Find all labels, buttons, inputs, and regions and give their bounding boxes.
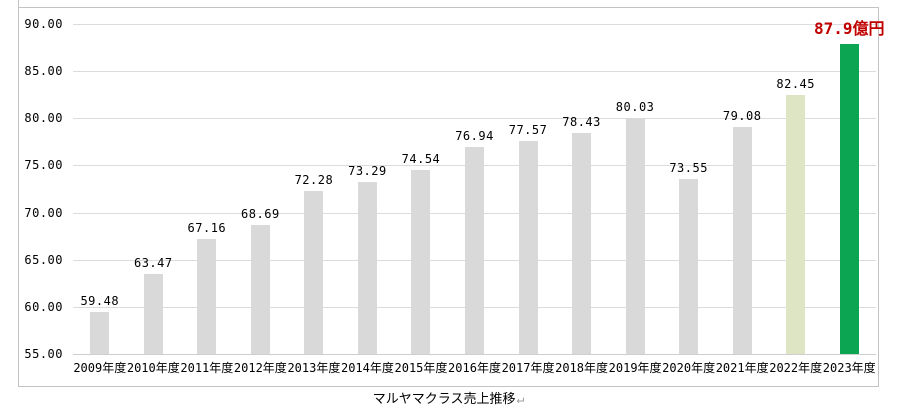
x-axis-tick-label: 2011年度	[180, 361, 234, 375]
x-axis-tick-label: 2009年度	[73, 361, 127, 375]
bar-value-label: 76.94	[455, 129, 494, 144]
y-gridline	[73, 118, 876, 120]
bar-value-label: 72.28	[294, 173, 334, 188]
bar-value-label: 82.45	[776, 77, 815, 92]
paragraph-return-mark: ↵	[516, 392, 525, 407]
x-axis-tick-label: 2021年度	[715, 361, 769, 375]
y-axis-tick-label: 85.00	[24, 64, 63, 79]
bar-value-label: 80.03	[615, 100, 655, 114]
bar-value-label: 73.55	[669, 161, 708, 176]
x-axis-tick-label: 2020年度	[662, 361, 716, 375]
bar-2016年度	[465, 147, 484, 354]
bar-value-label: 63.47	[133, 256, 173, 271]
y-axis-tick-label: 70.00	[24, 205, 63, 220]
highlight-value-label: 87.9億円	[813, 18, 885, 38]
chart-left-border-stub	[18, 0, 19, 8]
chart-caption: マルヤマクラス売上推移↵	[0, 391, 897, 408]
bar-2021年度	[732, 126, 752, 354]
bar-2012年度	[250, 224, 270, 354]
bar-value-label: 77.57	[508, 123, 548, 138]
bar-2022年度	[786, 95, 806, 354]
bar-value-label: 73.29	[348, 163, 387, 178]
bar-2017年度	[518, 141, 538, 354]
bar-value-label: 59.48	[80, 293, 120, 308]
y-gridline	[73, 24, 876, 25]
bar-value-label: 68.69	[241, 206, 280, 221]
bar-2019年度	[625, 118, 645, 354]
y-axis-tick-label: 80.00	[24, 111, 63, 126]
x-axis-tick-label: 2012年度	[233, 361, 287, 375]
x-axis-tick-label: 2017年度	[501, 361, 555, 375]
bar-2013年度	[304, 191, 324, 354]
x-axis-tick-label: 2015年度	[394, 361, 448, 375]
x-axis-line	[73, 354, 876, 355]
y-axis-tick-label: 55.00	[24, 347, 63, 361]
x-axis-tick-label: 2010年度	[126, 361, 180, 375]
x-axis-tick-label: 2014年度	[340, 361, 394, 375]
bar-2023年度	[839, 43, 859, 354]
x-axis-tick-label: 2018年度	[555, 361, 609, 375]
y-axis-tick-label: 90.00	[24, 17, 63, 31]
x-axis-tick-label: 2023年度	[822, 361, 876, 375]
x-axis-tick-label: 2019年度	[608, 361, 662, 375]
bar-2015年度	[411, 169, 431, 354]
sales-bar-chart: 55.00 60.00 65.00 70.00 75.00 80.00 85.00 90.00…	[18, 7, 884, 387]
bar-value-label: 67.16	[187, 221, 227, 236]
chart-caption-text: マルヤマクラス売上推移	[372, 392, 516, 407]
bar-2020年度	[679, 179, 699, 354]
bar-2014年度	[357, 181, 377, 354]
y-gridline	[73, 71, 876, 73]
bar-2011年度	[197, 239, 217, 354]
x-axis-tick-label: 2013年度	[287, 361, 341, 375]
y-axis-tick-label: 65.00	[24, 252, 63, 267]
y-axis-tick-label: 60.00	[24, 299, 63, 314]
x-axis-tick-label: 2016年度	[448, 361, 501, 375]
bar-value-label: 74.54	[401, 151, 441, 166]
y-axis-tick-label: 75.00	[24, 158, 63, 173]
bar-2010年度	[143, 274, 163, 354]
bar-2009年度	[90, 311, 110, 354]
x-axis-tick-label: 2022年度	[769, 361, 823, 375]
bar-value-label: 78.43	[562, 115, 601, 130]
bar-value-label: 79.08	[722, 108, 762, 123]
bar-2018年度	[572, 133, 592, 354]
